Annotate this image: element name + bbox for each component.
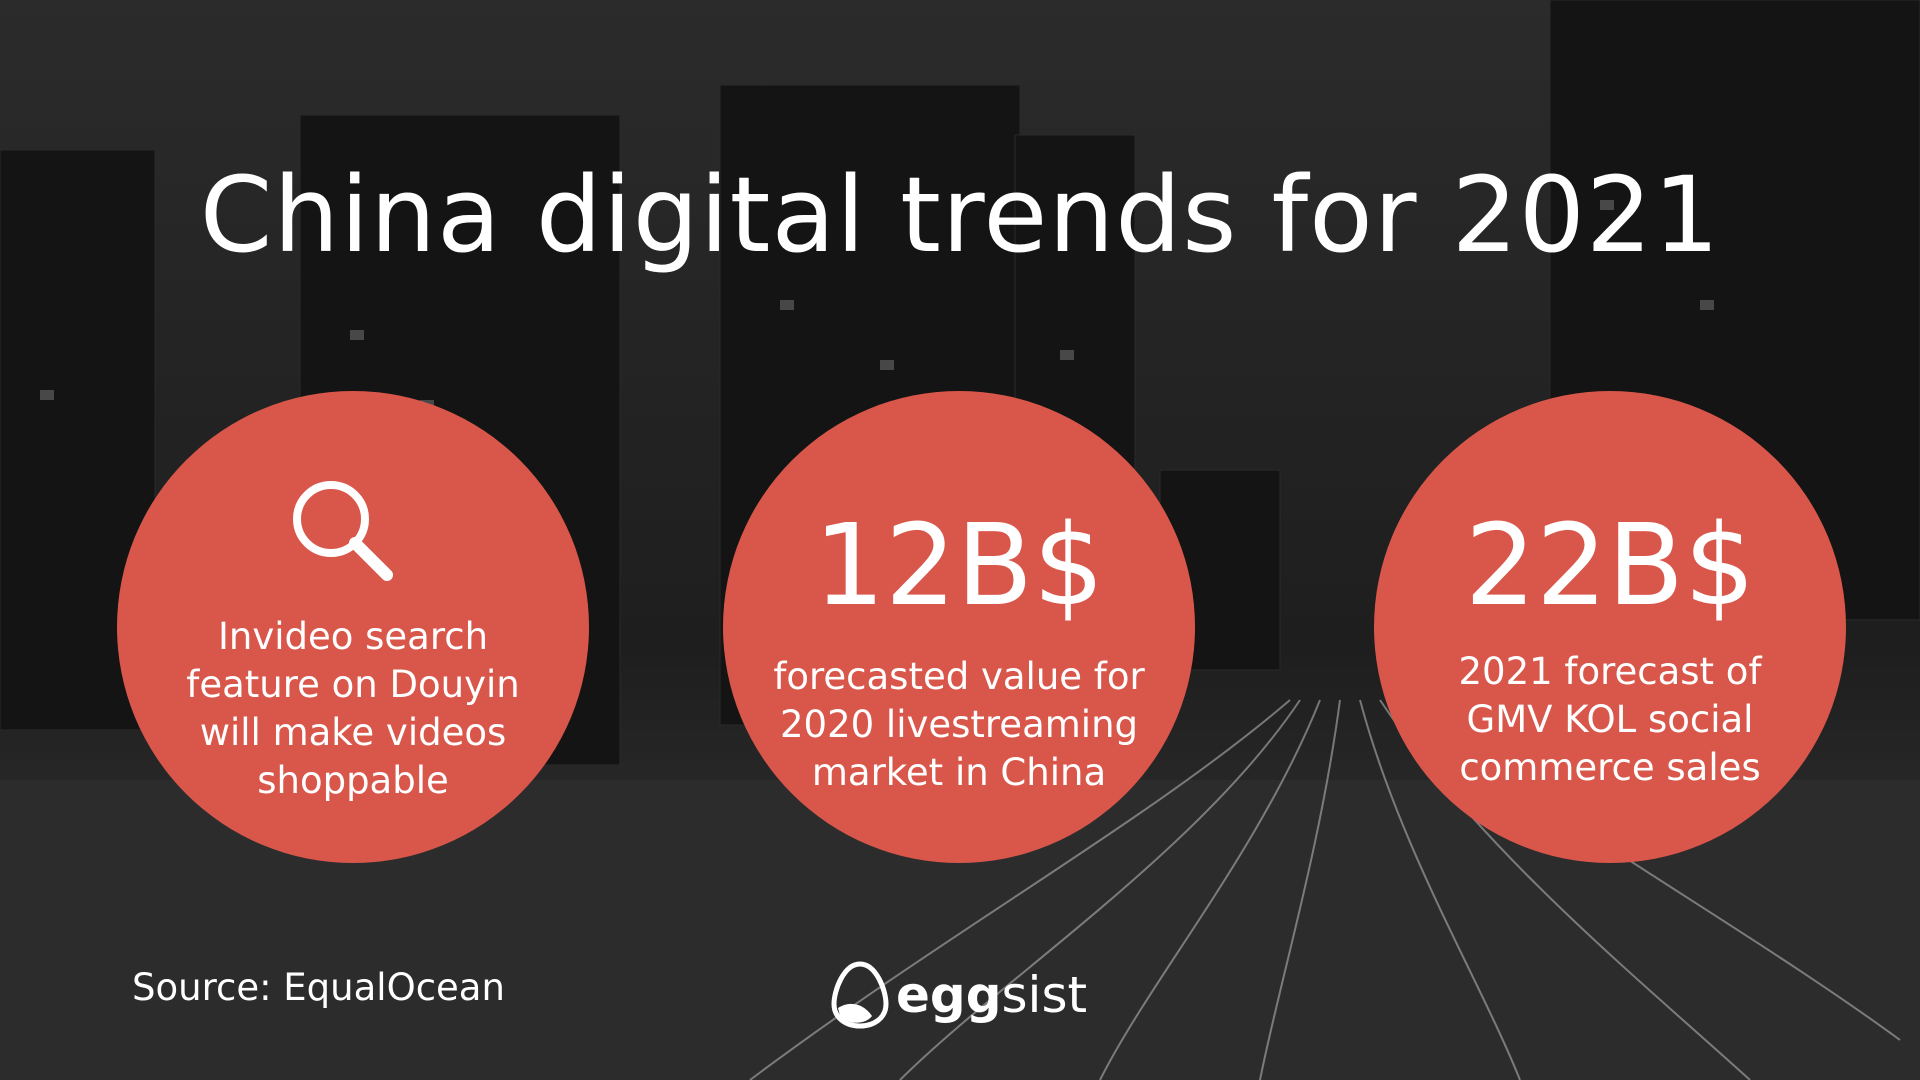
text-line: 2020 livestreaming — [779, 703, 1139, 746]
card-text: 2021 forecast of GMV KOL social commerce… — [1374, 648, 1846, 792]
text-line: GMV KOL social — [1466, 698, 1754, 741]
trend-card: 12B$ forecasted value for 2020 livestrea… — [723, 391, 1195, 863]
text-line: 2021 forecast of — [1458, 650, 1762, 693]
card-text: forecasted value for 2020 livestreaming … — [723, 653, 1195, 797]
source: Source: EqualOcean — [132, 966, 505, 1009]
card-text: Invideo search feature on Douyin will ma… — [117, 613, 589, 805]
text-line: market in China — [811, 751, 1107, 794]
logo-bold: egg — [896, 966, 1002, 1024]
text-line: Invideo search — [217, 615, 489, 658]
logo-light: sist — [1001, 966, 1088, 1024]
trend-card: Invideo search feature on Douyin will ma… — [117, 391, 589, 863]
text-line: will make videos — [199, 711, 507, 754]
logo-icon — [831, 961, 889, 1029]
text-line: feature on Douyin — [186, 663, 520, 706]
headline: 12B$ — [813, 501, 1105, 631]
logo: egg sist — [830, 955, 1087, 1035]
headline: 22B$ — [1464, 501, 1756, 631]
text-line: shoppable — [257, 759, 449, 802]
trend-card: 22B$ 2021 forecast of GMV KOL social com… — [1374, 391, 1846, 863]
title: China digital trends for 2021 — [199, 154, 1721, 276]
text-line: commerce sales — [1459, 746, 1761, 789]
search-icon — [293, 481, 393, 581]
text-line: forecasted value for — [773, 655, 1145, 698]
